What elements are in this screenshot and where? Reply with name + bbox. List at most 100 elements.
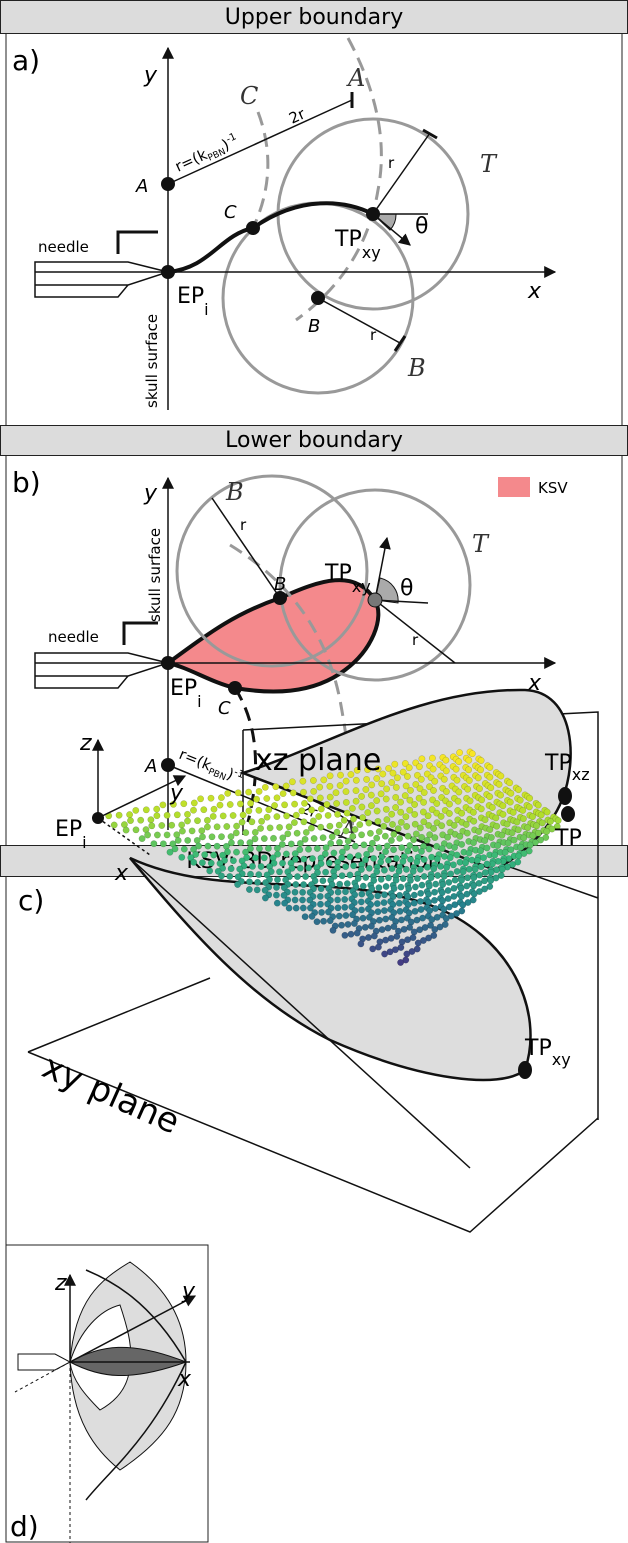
cloud-point (257, 825, 263, 831)
cloud-point (500, 811, 506, 817)
cloud-point (411, 900, 417, 906)
cloud-point (334, 811, 340, 817)
cloud-point (294, 830, 300, 836)
cloud-point (343, 778, 349, 784)
cloud-point (446, 801, 452, 807)
body: Upper boundary a) y x needle skull surfa… (0, 0, 628, 1543)
cloud-point (383, 883, 389, 889)
cloud-point (426, 846, 432, 852)
cloud-point (374, 835, 380, 841)
cloud-point (292, 889, 298, 895)
cloud-point (164, 812, 170, 818)
point (518, 1061, 532, 1079)
cloud-point (318, 886, 324, 892)
cloud-point (320, 918, 326, 924)
cloud-point (434, 856, 440, 862)
cloud-point (517, 797, 523, 803)
cloud-point (493, 815, 499, 821)
cloud-point (353, 777, 359, 783)
cloud-point (246, 808, 252, 814)
cloud-point (471, 818, 477, 824)
cloud-point (467, 798, 473, 804)
cloud-point (276, 824, 282, 830)
cloud-point (286, 905, 292, 911)
cloud-point (421, 856, 427, 862)
cloud-point (270, 835, 276, 841)
cloud-point (515, 827, 521, 833)
cloud-point (301, 856, 307, 862)
cloud-point (302, 914, 308, 920)
cloud-point (205, 843, 211, 849)
cloud-point (366, 820, 372, 826)
cloud-point (204, 817, 210, 823)
cloud-point (301, 800, 307, 806)
cloud-point (265, 845, 271, 851)
cloud-point (369, 840, 375, 846)
legend-swatch (498, 477, 530, 497)
cloud-point (234, 881, 240, 887)
cloud-point (343, 799, 349, 805)
cloud-point (430, 825, 436, 831)
cloud-point (233, 823, 239, 829)
text-part: EP (170, 676, 197, 701)
cloud-point (194, 837, 200, 843)
cloud-point (497, 792, 503, 798)
cloud-point (443, 768, 449, 774)
cloud-point (324, 801, 330, 807)
cloud-point (274, 795, 280, 801)
panel-header: Lower boundary (225, 428, 403, 453)
cloud-point (498, 773, 504, 779)
cloud-point (335, 889, 341, 895)
cloud-point (353, 798, 359, 804)
panel-label: c) (18, 884, 44, 917)
cloud-point (381, 823, 387, 829)
cloud-point (488, 877, 494, 883)
cloud-point (454, 868, 460, 874)
cloud-point (478, 757, 484, 763)
cloud-point (525, 825, 531, 831)
cloud-point (336, 839, 342, 845)
cloud-point (411, 801, 417, 807)
cloud-point (227, 801, 233, 807)
cloud-point (355, 852, 361, 858)
cloud-point (337, 881, 343, 887)
radius-line (168, 100, 352, 184)
cloud-point (160, 841, 166, 847)
cloud-point (476, 828, 482, 834)
cloud-point (360, 915, 366, 921)
cloud-point (350, 863, 356, 869)
skull-label: skull surface (146, 528, 164, 622)
radius-label: r (370, 326, 377, 344)
cloud-point (414, 917, 420, 923)
cloud-point (407, 856, 413, 862)
cloud-point (526, 795, 532, 801)
cloud-point (342, 889, 348, 895)
text-part: TP (544, 751, 572, 776)
cloud-point (199, 828, 205, 834)
cloud-point (451, 822, 457, 828)
cloud-point (310, 777, 316, 783)
point (561, 806, 575, 822)
cloud-point (420, 799, 426, 805)
cloud-point (352, 843, 358, 849)
cloud-point (476, 872, 482, 878)
panel-d: z y x d) (6, 1245, 208, 1543)
cloud-point (460, 902, 466, 908)
theta-label: θ (400, 576, 413, 601)
point (92, 812, 104, 824)
cloud-point (418, 776, 424, 782)
cloud-point (223, 843, 229, 849)
cloud-point (207, 868, 213, 874)
cloud-point (459, 841, 465, 847)
cloud-point (258, 818, 264, 824)
cloud-point (466, 757, 472, 763)
cloud-point (258, 863, 264, 869)
circle-label: B (225, 478, 244, 506)
cloud-point (378, 876, 384, 882)
cloud-point (237, 801, 243, 807)
cloud-point (431, 889, 437, 895)
cloud-point (470, 840, 476, 846)
cloud-point (400, 875, 406, 881)
cloud-point (482, 837, 488, 843)
cloud-point (510, 809, 516, 815)
